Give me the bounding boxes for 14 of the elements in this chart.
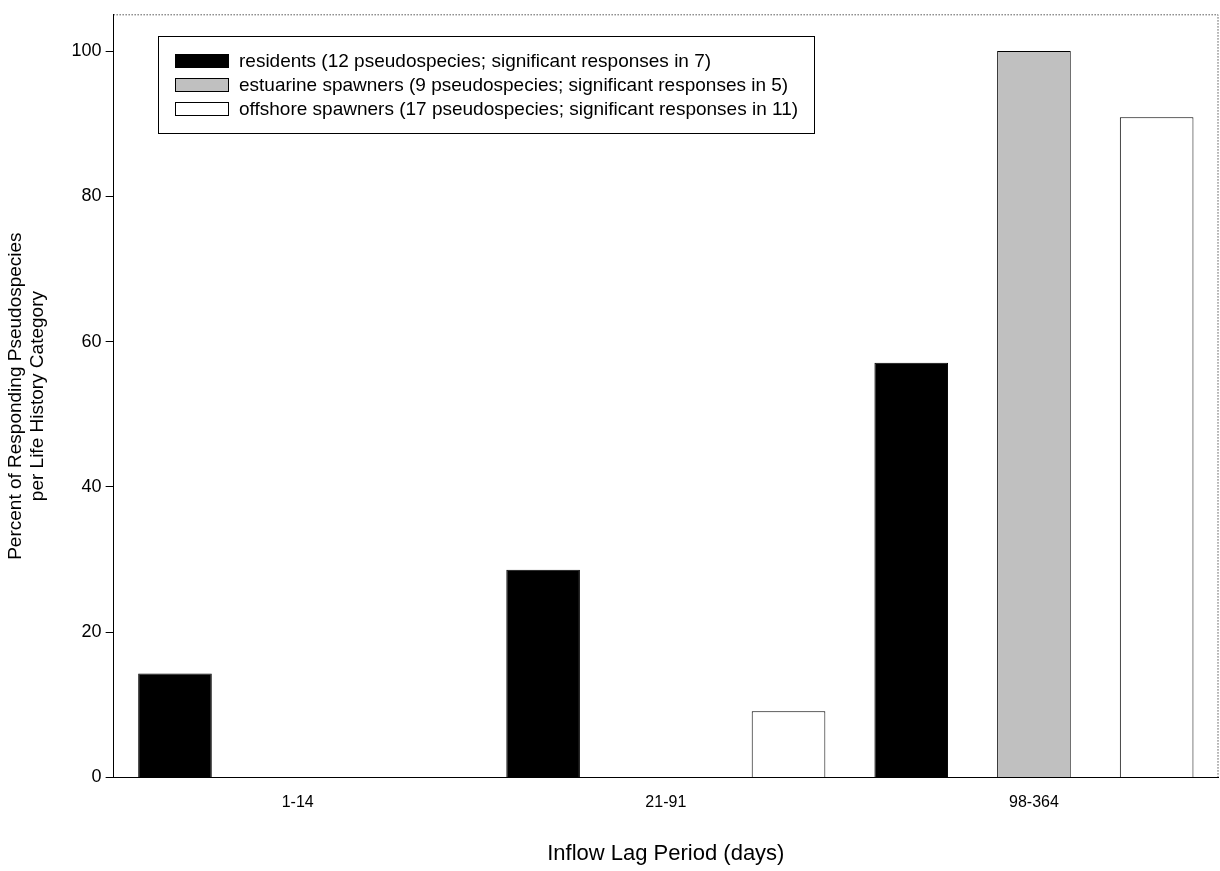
- y-tick-label: 80: [81, 185, 102, 206]
- x-tick-label: 1-14: [281, 793, 314, 811]
- legend-label: offshore spawners (17 pseudospecies; significant responses in 11): [239, 98, 799, 120]
- y-tick-label: 0: [91, 766, 102, 787]
- y-tick-label: 40: [81, 475, 102, 496]
- y-tick-label: 20: [81, 621, 102, 642]
- legend-label: residents (12 pseudospecies; significant responses in 7): [239, 50, 712, 72]
- x-tick-label: 21-91: [645, 793, 687, 811]
- y-axis-title: Percent of Responding Pseudospecies per Life History Category: [3, 232, 48, 560]
- legend-label: estuarine spawners (9 pseudospecies; significant responses in 5): [239, 74, 789, 96]
- y-tick-label: 60: [81, 330, 102, 351]
- x-tick-label: 98-364: [1009, 793, 1059, 811]
- x-axis-title: Inflow Lag Period (days): [547, 839, 785, 865]
- y-tick-label: 100: [71, 40, 102, 61]
